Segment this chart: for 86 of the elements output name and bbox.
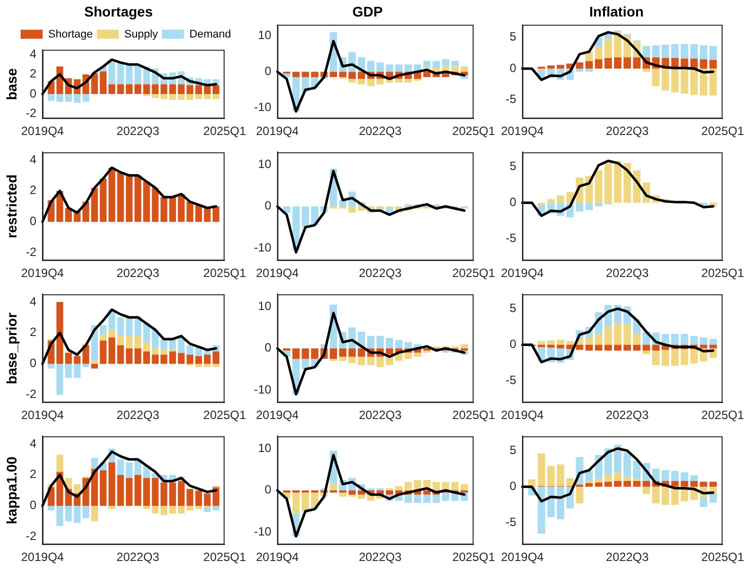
y-tick-label: 0 xyxy=(30,356,37,370)
y-axis-title: kappa1.00 xyxy=(3,456,20,524)
x-tick-label: 2022Q3 xyxy=(116,266,160,280)
x-tick-label: 2019Q4 xyxy=(501,408,544,422)
x-tick-label: 2019Q4 xyxy=(501,550,544,564)
x-tick-label: 2025Q1 xyxy=(203,550,246,564)
x-tick-label: 2019Q4 xyxy=(256,550,300,564)
x-tick-label: 2022Q3 xyxy=(116,124,160,138)
y-tick-label: 0 xyxy=(30,86,37,100)
y-tick-label: 5 xyxy=(510,158,517,173)
y-tick-label: -2 xyxy=(26,106,37,120)
y-tick-label: 0 xyxy=(510,337,517,352)
y-tick-label: -10 xyxy=(254,240,272,254)
y-tick-label: 2 xyxy=(30,467,37,482)
y-tick-label: -10 xyxy=(254,524,272,538)
x-tick-label: 2025Q1 xyxy=(452,550,496,564)
x-tick-label: 2019Q4 xyxy=(21,266,64,280)
y-tick-label: -5 xyxy=(506,92,517,106)
y-tick-label: 2 xyxy=(30,66,37,81)
x-tick-label: 2022Q3 xyxy=(606,266,649,280)
x-tick-label: 2022Q3 xyxy=(606,408,649,422)
y-tick-label: 0 xyxy=(264,64,272,78)
legend-label: Supply xyxy=(124,28,158,40)
y-tick-label: 10 xyxy=(258,441,272,456)
chart-title: GDP xyxy=(352,3,383,20)
y-tick-label: 4 xyxy=(30,294,37,308)
x-tick-label: 2019Q4 xyxy=(256,124,300,138)
x-tick-label: 2022Q3 xyxy=(116,408,160,422)
x-tick-label: 2025Q1 xyxy=(452,124,496,138)
y-tick-label: -10 xyxy=(254,100,272,114)
x-tick-label: 2025Q1 xyxy=(701,266,744,280)
x-tick-label: 2019Q4 xyxy=(21,408,64,422)
x-tick-label: 2025Q1 xyxy=(452,408,496,422)
x-tick-label: 2022Q3 xyxy=(358,408,402,422)
y-tick-label: 5 xyxy=(510,442,517,457)
y-tick-label: -10 xyxy=(254,382,272,396)
chart-title: Shortages xyxy=(84,3,153,20)
y-tick-label: -2 xyxy=(26,529,37,544)
y-tick-label: 0 xyxy=(510,60,517,75)
y-axis-title: restricted xyxy=(3,174,20,238)
y-tick-label: -5 xyxy=(506,231,517,246)
x-tick-label: 2025Q1 xyxy=(203,124,246,138)
x-tick-label: 2025Q1 xyxy=(452,266,496,280)
x-tick-label: 2022Q3 xyxy=(606,124,649,138)
x-tick-label: 2019Q4 xyxy=(256,408,300,422)
y-tick-label: -5 xyxy=(506,373,517,388)
x-tick-label: 2025Q1 xyxy=(701,124,744,138)
x-tick-label: 2022Q3 xyxy=(358,550,402,564)
x-tick-label: 2025Q1 xyxy=(203,266,246,280)
x-tick-label: 2022Q3 xyxy=(358,124,402,138)
chart-title: Inflation xyxy=(589,3,644,20)
y-axis-title: base xyxy=(3,68,20,100)
y-tick-label: 0 xyxy=(30,214,37,228)
x-tick-label: 2025Q1 xyxy=(701,550,744,564)
y-tick-label: 4 xyxy=(30,152,37,166)
legend-label: Shortage xyxy=(48,28,93,40)
y-tick-label: 0 xyxy=(30,498,37,512)
y-tick-label: 4 xyxy=(30,47,37,62)
x-tick-label: 2019Q4 xyxy=(256,266,300,280)
y-tick-label: 0 xyxy=(510,195,517,210)
x-tick-label: 2022Q3 xyxy=(116,550,160,564)
y-tick-label: -2 xyxy=(26,245,37,260)
x-tick-label: 2022Q3 xyxy=(606,550,649,564)
legend-label: Demand xyxy=(189,28,231,40)
y-tick-label: 5 xyxy=(510,300,517,315)
x-tick-label: 2019Q4 xyxy=(21,550,64,564)
y-axis-title: base_prior xyxy=(3,312,20,384)
y-tick-label: 0 xyxy=(264,340,272,355)
y-tick-label: 10 xyxy=(258,157,272,172)
y-tick-label: 0 xyxy=(264,198,272,213)
y-tick-label: 5 xyxy=(510,30,517,44)
y-tick-label: 10 xyxy=(258,299,272,314)
y-tick-label: 10 xyxy=(258,28,272,42)
y-tick-label: 0 xyxy=(264,482,272,497)
y-tick-label: 2 xyxy=(30,325,37,340)
x-tick-label: 2022Q3 xyxy=(358,266,402,280)
y-tick-label: 0 xyxy=(510,479,517,494)
y-tick-label: 4 xyxy=(30,436,37,450)
x-tick-label: 2019Q4 xyxy=(21,124,64,138)
y-tick-label: 2 xyxy=(30,183,37,198)
y-tick-label: -2 xyxy=(26,387,37,402)
x-tick-label: 2025Q1 xyxy=(701,408,744,422)
x-tick-label: 2019Q4 xyxy=(501,266,544,280)
x-tick-label: 2025Q1 xyxy=(203,408,246,422)
y-tick-label: -5 xyxy=(506,515,517,530)
x-tick-label: 2019Q4 xyxy=(501,124,544,138)
